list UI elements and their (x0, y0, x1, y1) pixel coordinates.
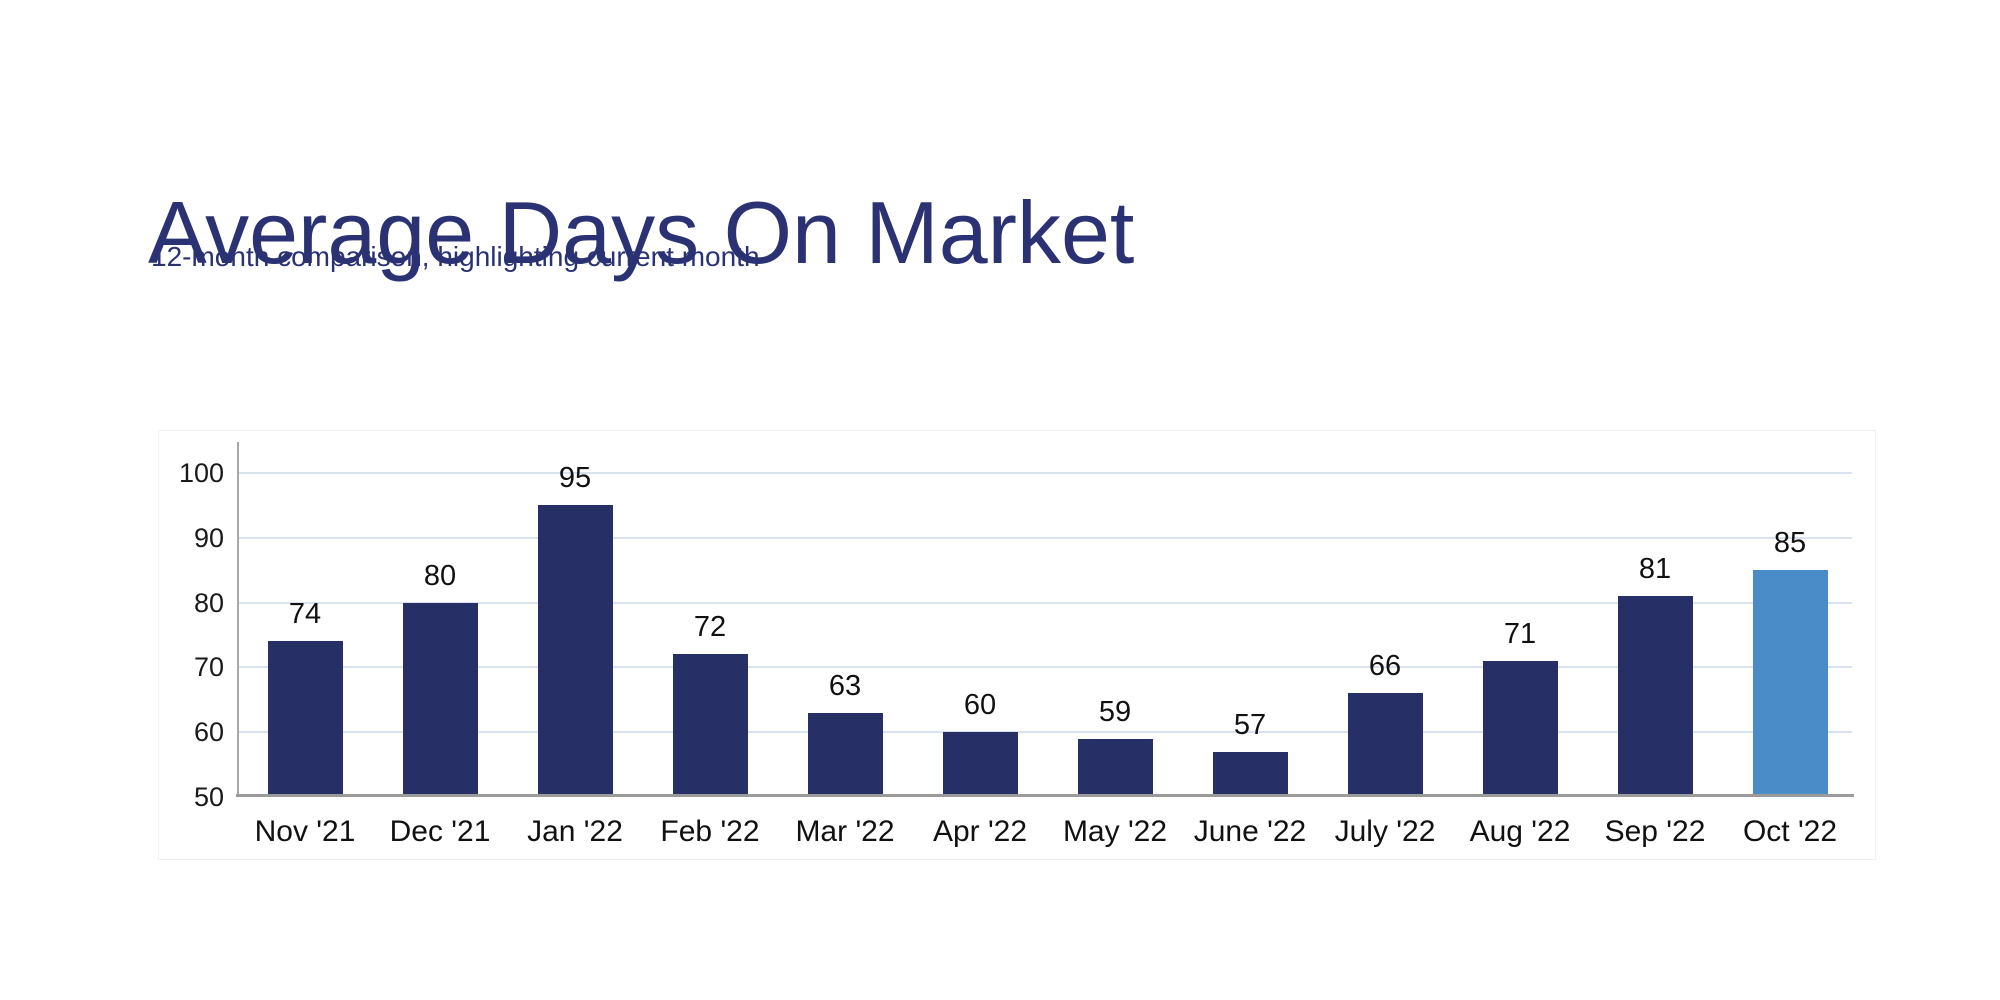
bar (403, 603, 478, 797)
gridline (239, 731, 1852, 734)
bar-value-label: 74 (288, 598, 322, 630)
x-tick-label: Sep '22 (1604, 815, 1706, 848)
bar (1078, 739, 1153, 797)
x-tick-label: Jan '22 (527, 815, 623, 848)
bar (538, 505, 613, 797)
x-tick-label: Nov '21 (254, 815, 356, 848)
x-axis-line (236, 794, 1854, 797)
bar-value-label: 81 (1638, 553, 1672, 585)
bar-value-label: 60 (963, 689, 997, 721)
bar (673, 654, 748, 797)
page-title: Average Days On Market (148, 182, 1135, 282)
y-tick-label: 100 (178, 458, 224, 488)
x-tick-label: Feb '22 (660, 815, 760, 848)
x-tick-label: June '22 (1193, 815, 1307, 848)
bar-value-label: 57 (1233, 709, 1267, 741)
y-tick-label: 80 (193, 587, 224, 618)
bar (943, 732, 1018, 797)
bar-value-label: 72 (693, 611, 727, 643)
gridline (239, 536, 1852, 539)
gridline (239, 666, 1852, 669)
gridline (239, 472, 1852, 474)
bar (1753, 570, 1828, 797)
bar-value-label: 66 (1368, 650, 1402, 682)
y-tick-label: 70 (193, 652, 224, 683)
gridline (239, 601, 1852, 604)
bar-value-label: 59 (1098, 696, 1132, 728)
page-subtitle: 12-month comparison, highlighting curren… (151, 241, 760, 272)
x-tick-label: Aug '22 (1469, 815, 1571, 848)
bar (1618, 596, 1693, 797)
y-tick-label: 50 (193, 782, 224, 812)
bar (268, 641, 343, 797)
y-tick-label: 60 (193, 717, 224, 748)
x-tick-label: Oct '22 (1742, 815, 1838, 848)
bar (808, 713, 883, 797)
bar-value-label: 63 (828, 670, 862, 702)
bar (1213, 752, 1288, 797)
x-tick-label: July '22 (1334, 815, 1436, 848)
bar-value-label: 95 (558, 462, 592, 494)
x-tick-label: Mar '22 (795, 815, 895, 848)
x-tick-label: May '22 (1062, 815, 1168, 848)
bar (1348, 693, 1423, 797)
bar-value-label: 71 (1503, 618, 1537, 650)
bar-value-label: 80 (423, 560, 457, 592)
y-tick-label: 90 (193, 522, 224, 553)
bar (1483, 661, 1558, 797)
y-axis-line (237, 442, 239, 797)
x-tick-label: Dec '21 (389, 815, 491, 848)
x-tick-label: Apr '22 (932, 815, 1028, 848)
bar-value-label: 85 (1773, 527, 1807, 559)
